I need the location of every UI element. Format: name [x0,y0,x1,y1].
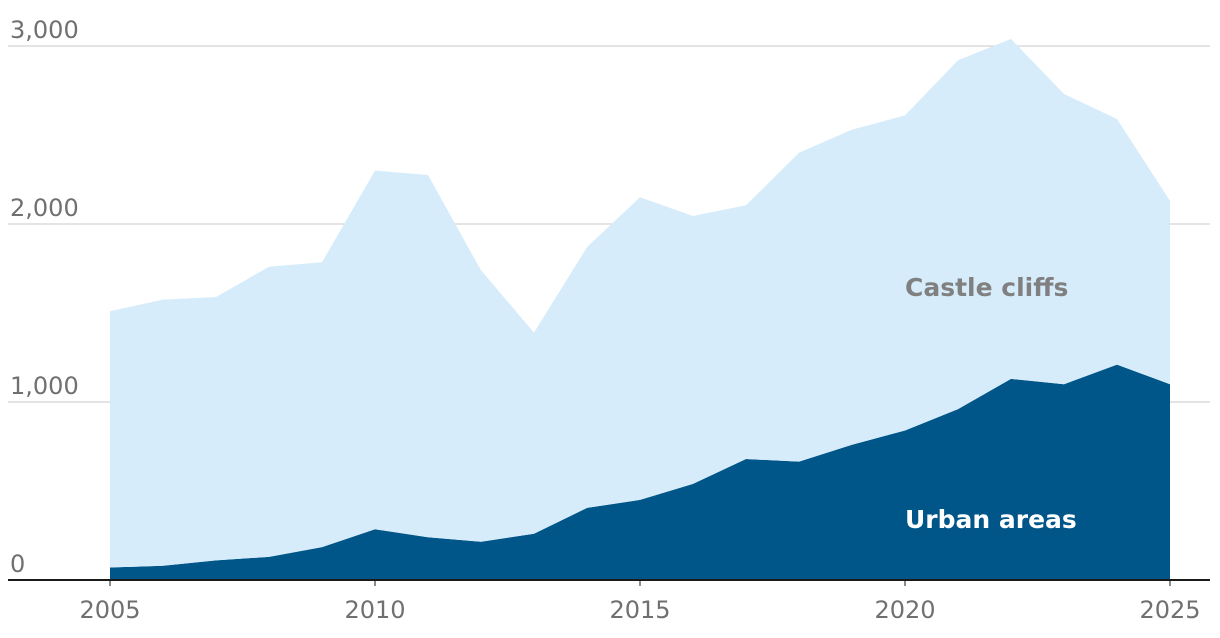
x-tick-label: 2015 [609,596,670,624]
x-axis-tick-labels: 2005 2010 2015 2020 2025 [79,580,1201,624]
x-tick-label: 2020 [874,596,935,624]
x-tick-label: 2010 [344,596,405,624]
area-urban-areas [110,364,1170,580]
y-tick-label: 3,000 [10,16,79,44]
area-castle-cliffs [110,38,1170,568]
y-tick-label: 1,000 [10,372,79,400]
series-label-urban-areas: Urban areas [905,505,1077,534]
area-series [110,38,1170,580]
y-tick-label: 0 [10,550,25,578]
x-tick-label: 2025 [1139,596,1200,624]
series-label-castle-cliffs: Castle cliffs [905,273,1068,302]
x-tick-label: 2005 [79,596,140,624]
y-tick-label: 2,000 [10,194,79,222]
y-axis-tick-labels: 0 1,000 2,000 3,000 [10,16,79,578]
series-labels: Urban areas Castle cliffs [905,273,1077,534]
